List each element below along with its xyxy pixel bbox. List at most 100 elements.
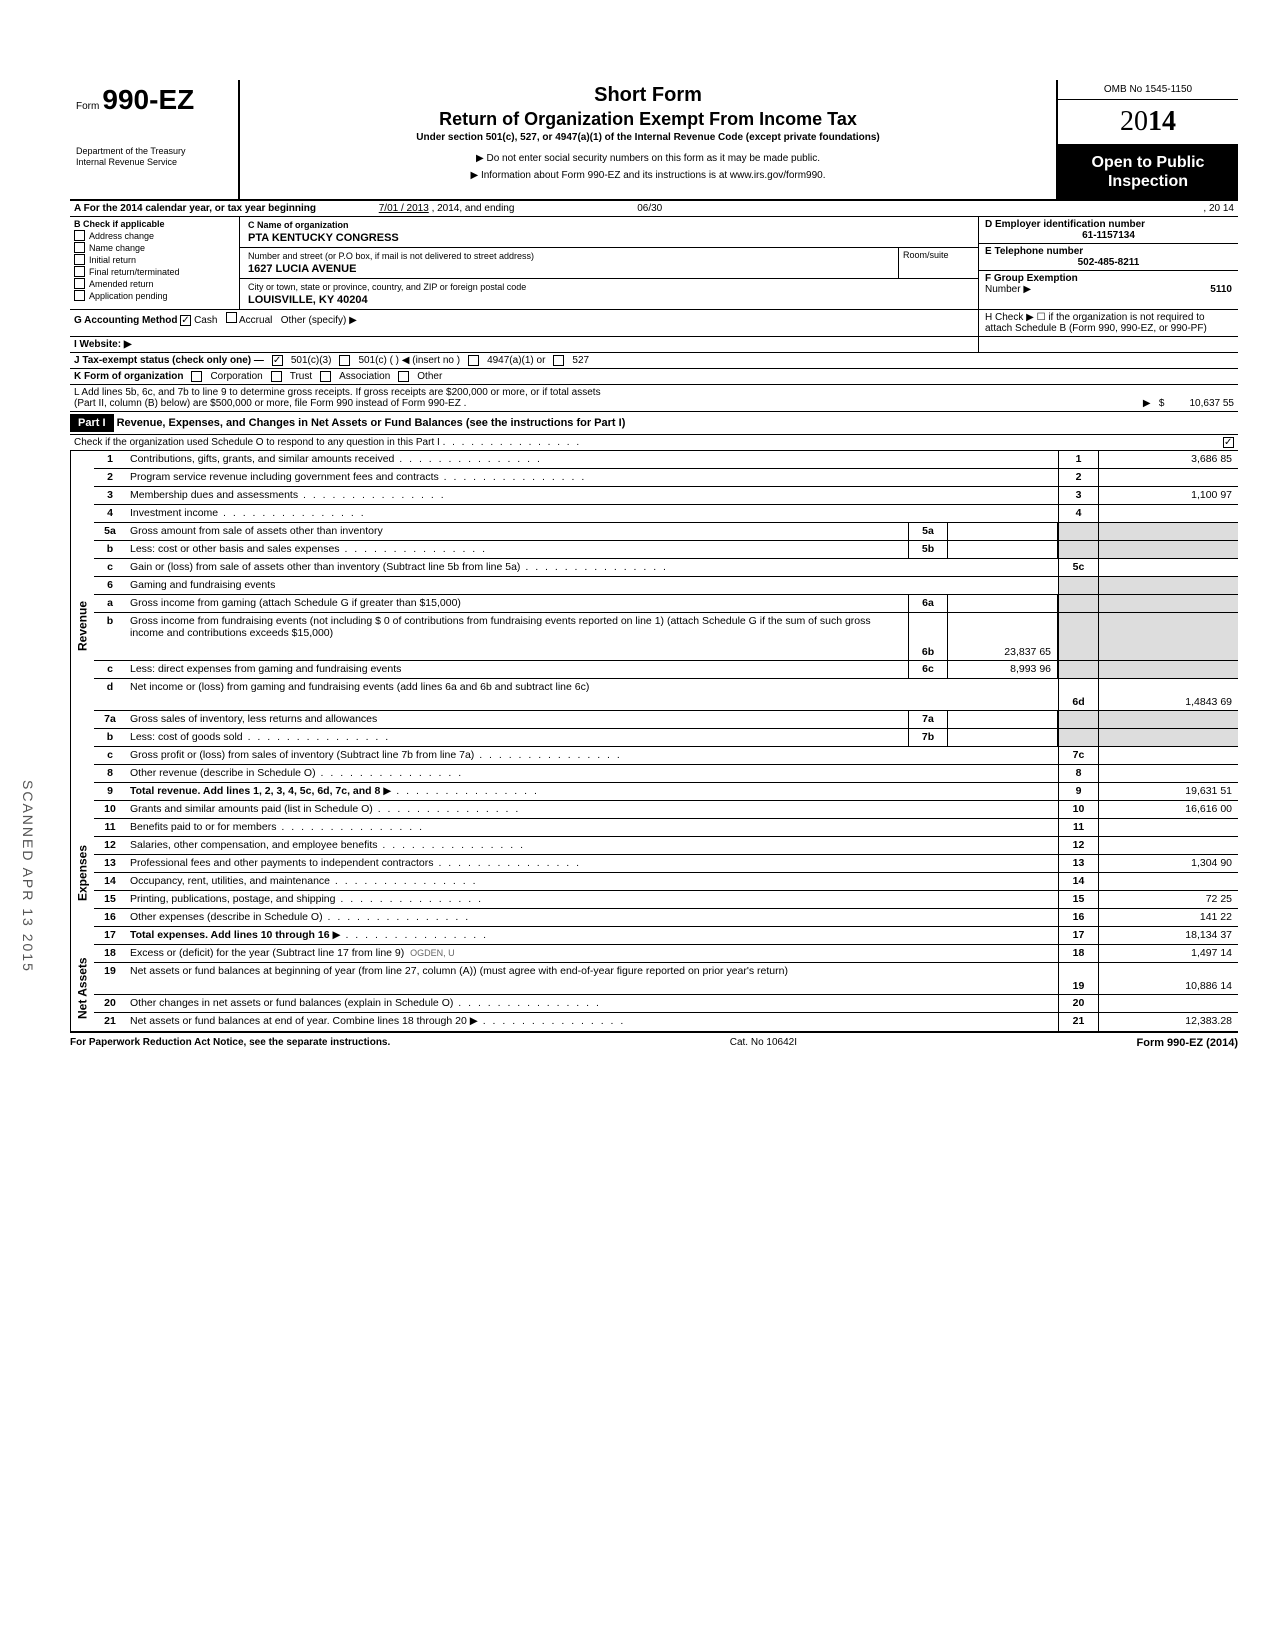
j-label: J Tax-exempt status (check only one) — — [74, 355, 264, 366]
ln6b-num: b — [94, 613, 126, 660]
ln6c-rnum — [1058, 661, 1098, 678]
ln4-num: 4 — [94, 505, 126, 522]
chk-trust[interactable] — [271, 371, 282, 382]
chk-initial-return[interactable] — [74, 254, 85, 265]
ln6d-rnum: 6d — [1058, 679, 1098, 710]
ln13-num: 13 — [94, 855, 126, 872]
ln17-rnum: 17 — [1058, 927, 1098, 944]
ln16-text: Other expenses (describe in Schedule O) — [126, 909, 1058, 926]
ln14-text: Occupancy, rent, utilities, and maintena… — [126, 873, 1058, 890]
row-a-label: A For the 2014 calendar year, or tax yea… — [74, 203, 316, 214]
chk-501c[interactable] — [339, 355, 350, 366]
ln18-rnum: 18 — [1058, 945, 1098, 962]
chk-final-return[interactable] — [74, 266, 85, 277]
chk-4947[interactable] — [468, 355, 479, 366]
group-number-label: Number ▶ — [985, 284, 1031, 295]
i-label: I Website: ▶ — [74, 339, 132, 350]
ln14-rnum: 14 — [1058, 873, 1098, 890]
group-number: 5110 — [1210, 284, 1232, 295]
part1-header: Part I Revenue, Expenses, and Changes in… — [70, 412, 1238, 435]
row-k: K Form of organization Corporation Trust… — [70, 369, 1238, 385]
ln7c-num: c — [94, 747, 126, 764]
chk-assoc[interactable] — [320, 371, 331, 382]
chk-corp[interactable] — [191, 371, 202, 382]
lbl-4947: 4947(a)(1) or — [487, 355, 545, 366]
footer-form-ref: Form 990-EZ (2014) — [1137, 1037, 1238, 1049]
ln21-text: Net assets or fund balances at end of ye… — [130, 1015, 467, 1027]
ln15-text: Printing, publications, postage, and shi… — [126, 891, 1058, 908]
col-b-title: B Check if applicable — [74, 219, 235, 229]
ln3-num: 3 — [94, 487, 126, 504]
chk-amended-return[interactable] — [74, 278, 85, 289]
tax-year: 2014 — [1058, 100, 1238, 145]
dept-irs: Internal Revenue Service — [76, 157, 232, 168]
ln3-val: 1,100 97 — [1098, 487, 1238, 504]
ln1-num: 1 — [94, 451, 126, 468]
ln7a-num: 7a — [94, 711, 126, 728]
ln7b-text: Less: cost of goods sold — [126, 729, 908, 746]
c-addr-label: Number and street (or P.O box, if mail i… — [244, 250, 894, 262]
ln11-text: Benefits paid to or for members — [126, 819, 1058, 836]
short-form-title: Short Form — [250, 84, 1046, 107]
row-a-begin: 7/01 / 2013 — [379, 203, 429, 214]
c-city-label: City or town, state or province, country… — [244, 281, 974, 293]
ln1-val: 3,686 85 — [1098, 451, 1238, 468]
ln8-text: Other revenue (describe in Schedule O) — [126, 765, 1058, 782]
row-a-tax-year: A For the 2014 calendar year, or tax yea… — [70, 201, 1238, 217]
ln13-val: 1,304 90 — [1098, 855, 1238, 872]
lbl-501c: 501(c) ( ) ◀ (insert no ) — [358, 355, 460, 366]
side-revenue: Revenue — [70, 451, 94, 801]
chk-527[interactable] — [553, 355, 564, 366]
lbl-final-return: Final return/terminated — [89, 267, 180, 277]
lbl-address-change: Address change — [89, 231, 154, 241]
ln21-val: 12,383.28 — [1098, 1013, 1238, 1031]
ln7a-mid: 7a — [908, 711, 948, 728]
lbl-assoc: Association — [339, 371, 390, 382]
block-bcdef: B Check if applicable Address change Nam… — [70, 217, 1238, 310]
group-exempt-label: F Group Exemption — [985, 273, 1078, 284]
check-o-text: Check if the organization used Schedule … — [74, 437, 440, 448]
omb-number: OMB No 1545-1150 — [1058, 80, 1238, 100]
ln12-num: 12 — [94, 837, 126, 854]
ln5c-text: Gain or (loss) from sale of assets other… — [126, 559, 1058, 576]
ln7c-text: Gross profit or (loss) from sales of inv… — [126, 747, 1058, 764]
footer-cat: Cat. No 10642I — [730, 1037, 797, 1049]
chk-application-pending[interactable] — [74, 290, 85, 301]
ln4-text: Investment income — [126, 505, 1058, 522]
chk-address-change[interactable] — [74, 230, 85, 241]
ln5a-rnum — [1058, 523, 1098, 540]
revenue-section: Revenue 1Contributions, gifts, grants, a… — [70, 451, 1238, 801]
chk-cash[interactable] — [180, 315, 191, 326]
ln6a-text: Gross income from gaming (attach Schedul… — [126, 595, 908, 612]
chk-other-org[interactable] — [398, 371, 409, 382]
ln19-rnum: 19 — [1058, 963, 1098, 994]
ln9-text: Total revenue. Add lines 1, 2, 3, 4, 5c,… — [130, 785, 380, 797]
chk-name-change[interactable] — [74, 242, 85, 253]
ln11-val — [1098, 819, 1238, 836]
chk-accrual[interactable] — [226, 312, 237, 323]
lbl-application-pending: Application pending — [89, 291, 168, 301]
chk-501c3[interactable] — [272, 355, 283, 366]
chk-schedule-o[interactable] — [1223, 437, 1234, 448]
ln6c-text: Less: direct expenses from gaming and fu… — [126, 661, 908, 678]
ein-value: 61-1157134 — [985, 230, 1232, 241]
lbl-other-method: Other (specify) ▶ — [281, 315, 357, 326]
return-title: Return of Organization Exempt From Incom… — [250, 109, 1046, 130]
ln5b-rnum — [1058, 541, 1098, 558]
ln11-num: 11 — [94, 819, 126, 836]
form-prefix: Form — [76, 101, 99, 112]
l-text2: (Part II, column (B) below) are $500,000… — [74, 398, 466, 409]
part1-label: Part I — [70, 414, 114, 432]
row-a-end-year: , 20 14 — [1203, 203, 1234, 214]
tel-label: E Telephone number — [985, 246, 1232, 257]
ln6b-val — [1098, 613, 1238, 660]
l-text1: L Add lines 5b, 6c, and 7b to line 9 to … — [74, 387, 1234, 398]
ln2-val — [1098, 469, 1238, 486]
ln19-text: Net assets or fund balances at beginning… — [126, 963, 1058, 994]
ln6c-val — [1098, 661, 1238, 678]
ln6a-num: a — [94, 595, 126, 612]
ln10-num: 10 — [94, 801, 126, 818]
ln20-num: 20 — [94, 995, 126, 1012]
footer-left: For Paperwork Reduction Act Notice, see … — [70, 1037, 390, 1049]
org-name: PTA KENTUCKY CONGRESS — [244, 231, 974, 245]
